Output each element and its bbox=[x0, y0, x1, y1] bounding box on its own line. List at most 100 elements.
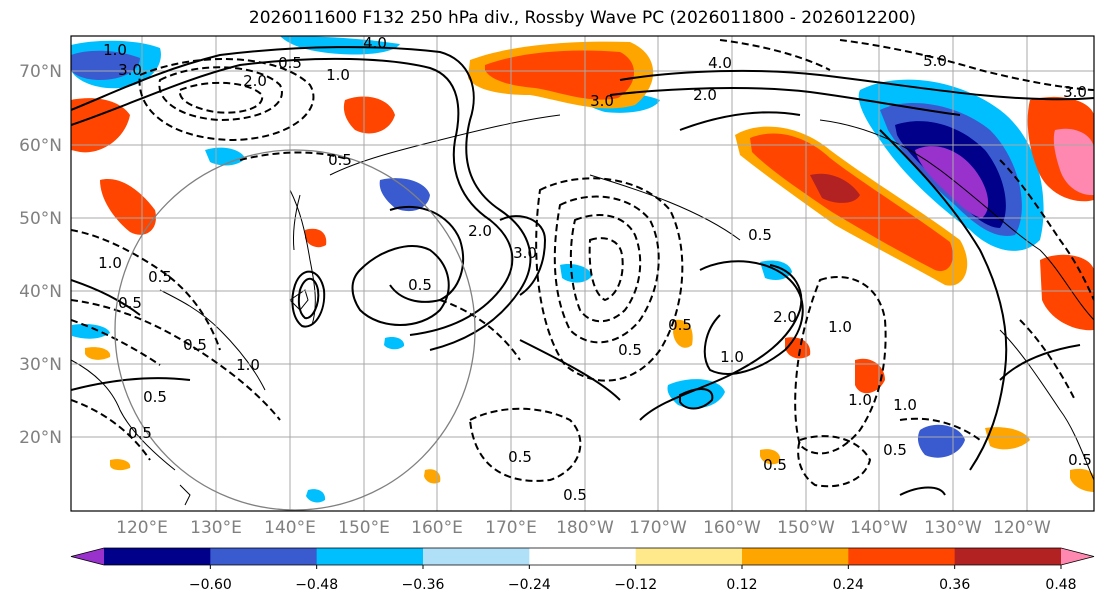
neg-region bbox=[560, 264, 592, 283]
colorbar-tick-label: 0.36 bbox=[939, 577, 970, 593]
pos-region bbox=[71, 98, 130, 153]
lat-label: 60°N bbox=[19, 136, 62, 156]
lon-label: 130°W bbox=[924, 518, 982, 538]
contour-label: 1.0 bbox=[326, 66, 350, 84]
contour-label: 0.5 bbox=[183, 336, 207, 354]
pos-region bbox=[985, 427, 1030, 450]
contour-label: 2.0 bbox=[773, 308, 797, 326]
lon-label: 150°W bbox=[777, 518, 835, 538]
plot-frame bbox=[70, 35, 1095, 512]
contour-label: 0.5 bbox=[278, 54, 302, 72]
colorbar-tick-label: 0.48 bbox=[1045, 577, 1076, 593]
colorbar-swatch bbox=[104, 548, 211, 565]
colorbar-extend-high bbox=[1061, 548, 1094, 565]
neg-region bbox=[379, 178, 430, 212]
contour-labels: 1.0 3.0 4.0 0.5 1.0 2.0 0.5 3.0 2.0 4.0 5.0 3.0 0.5 1… bbox=[98, 34, 1092, 504]
pos-region bbox=[424, 469, 441, 484]
lat-label: 40°N bbox=[19, 282, 62, 302]
neg-region bbox=[384, 336, 405, 350]
contour-label: 0.5 bbox=[883, 441, 907, 459]
pos-region bbox=[85, 347, 111, 360]
colorbar-swatch bbox=[635, 548, 743, 565]
coastlines bbox=[71, 114, 1094, 506]
colorbar-swatch bbox=[848, 548, 956, 565]
pos-region bbox=[810, 173, 860, 203]
contour-label: 1.0 bbox=[848, 391, 872, 409]
contour-label: 0.5 bbox=[748, 226, 772, 244]
colorbar-swatch bbox=[742, 548, 849, 565]
neg-region bbox=[72, 323, 110, 339]
contour-label: 0.5 bbox=[618, 341, 642, 359]
lat-label: 70°N bbox=[19, 62, 62, 82]
lon-label: 150°E bbox=[338, 518, 390, 538]
pos-region bbox=[305, 228, 327, 248]
neg-region bbox=[280, 36, 400, 55]
contour-label: 0.5 bbox=[408, 276, 432, 294]
pos-region bbox=[1070, 468, 1094, 492]
contour-label: 3.0 bbox=[118, 61, 142, 79]
lon-label: 160°W bbox=[703, 518, 761, 538]
contour-label: 1.0 bbox=[828, 318, 852, 336]
lon-label: 170°E bbox=[485, 518, 537, 538]
contour-label: 3.0 bbox=[513, 244, 537, 262]
colorbar-swatch bbox=[423, 548, 530, 565]
contour-label: 1.0 bbox=[893, 396, 917, 414]
solid-contours bbox=[71, 46, 1094, 496]
pos-region bbox=[673, 319, 693, 348]
neg-region bbox=[306, 489, 326, 503]
pos-region bbox=[110, 459, 131, 471]
contour-label: 1.0 bbox=[720, 348, 744, 366]
pos-region bbox=[1040, 254, 1094, 331]
lat-label: 30°N bbox=[19, 355, 62, 375]
lon-label: 120°E bbox=[116, 518, 168, 538]
colorbar-tick-label: −0.24 bbox=[508, 577, 551, 593]
neg-region bbox=[71, 50, 140, 80]
lat-label: 50°N bbox=[19, 209, 62, 229]
colorbar-tick-label: −0.36 bbox=[402, 577, 445, 593]
pos-region bbox=[855, 358, 885, 394]
contour-label: 0.5 bbox=[508, 448, 532, 466]
lon-label: 130°E bbox=[190, 518, 242, 538]
great-circle bbox=[114, 149, 476, 511]
colorbar-swatch bbox=[529, 548, 637, 565]
colorbar-swatch bbox=[210, 548, 318, 565]
lon-label: 180°W bbox=[556, 518, 614, 538]
contour-label: 0.5 bbox=[148, 268, 172, 286]
contour-label: 0.5 bbox=[118, 294, 142, 312]
contour-label: 0.5 bbox=[763, 456, 787, 474]
colorbar-swatch bbox=[316, 548, 424, 565]
contour-label: 0.5 bbox=[563, 486, 587, 504]
contour-label: 0.5 bbox=[143, 388, 167, 406]
lon-label: 160°E bbox=[411, 518, 463, 538]
colorbar-tick-label: 0.12 bbox=[726, 577, 757, 593]
contour-label: 1.0 bbox=[103, 41, 127, 59]
contour-label: 2.0 bbox=[468, 222, 492, 240]
colorbar-ticks: −0.60 −0.48 −0.36 −0.24 −0.12 0.12 0.24 0.36 0.4… bbox=[189, 565, 1077, 593]
pos-region bbox=[760, 449, 781, 465]
contour-label: 1.0 bbox=[236, 356, 260, 374]
colorbar-tick-label: −0.60 bbox=[189, 577, 232, 593]
map-title: 2026011600 F132 250 hPa div., Rossby Wav… bbox=[248, 8, 917, 28]
colorbar-outline bbox=[70, 547, 1095, 566]
neg-region bbox=[915, 146, 989, 218]
colorbar-extend-low bbox=[71, 548, 104, 565]
lon-label: 140°E bbox=[264, 518, 316, 538]
colorbar-swatch bbox=[954, 548, 1062, 565]
contour-label: 3.0 bbox=[1063, 83, 1087, 101]
pos-region bbox=[750, 133, 953, 272]
contour-label: 4.0 bbox=[363, 34, 387, 52]
lon-label: 140°W bbox=[850, 518, 908, 538]
lon-label: 120°W bbox=[993, 518, 1051, 538]
lon-label: 170°W bbox=[629, 518, 687, 538]
pos-region bbox=[485, 50, 635, 100]
filled-divergence-field bbox=[71, 36, 1094, 503]
contour-label: 3.0 bbox=[590, 92, 614, 110]
colorbar-tick-label: −0.48 bbox=[295, 577, 338, 593]
pos-region bbox=[343, 96, 395, 134]
contour-label: 0.5 bbox=[1068, 451, 1092, 469]
contour-label: 2.0 bbox=[693, 86, 717, 104]
contour-label: 4.0 bbox=[708, 54, 732, 72]
lat-label: 20°N bbox=[19, 428, 62, 448]
colorbar-tick-label: 0.24 bbox=[833, 577, 864, 593]
